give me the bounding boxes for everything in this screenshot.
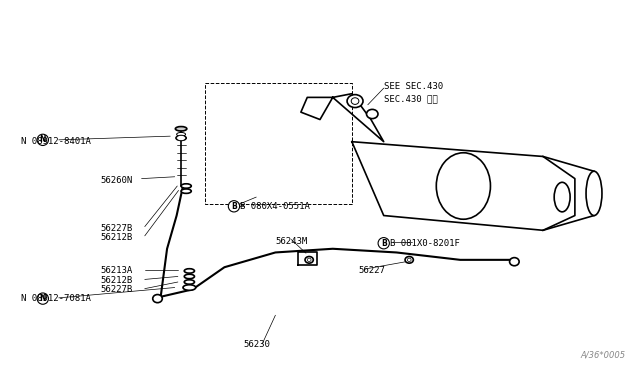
Ellipse shape bbox=[153, 295, 163, 303]
Text: N 08912-7081A: N 08912-7081A bbox=[20, 294, 90, 303]
Ellipse shape bbox=[407, 258, 411, 262]
Text: N 08912-8401A: N 08912-8401A bbox=[20, 137, 90, 146]
Ellipse shape bbox=[509, 258, 519, 266]
Ellipse shape bbox=[347, 94, 363, 108]
Text: N: N bbox=[40, 294, 46, 303]
Ellipse shape bbox=[554, 182, 570, 212]
Ellipse shape bbox=[351, 98, 359, 105]
Text: 56213A: 56213A bbox=[100, 266, 132, 275]
Text: B: B bbox=[231, 202, 237, 211]
Text: 56260N: 56260N bbox=[100, 176, 132, 185]
Text: 56230: 56230 bbox=[244, 340, 271, 349]
Ellipse shape bbox=[181, 184, 191, 188]
Text: SEE SEC.430: SEE SEC.430 bbox=[384, 82, 443, 91]
Text: 56243M: 56243M bbox=[275, 237, 308, 246]
Ellipse shape bbox=[305, 257, 314, 263]
Text: 56227B: 56227B bbox=[100, 224, 132, 233]
Circle shape bbox=[177, 135, 186, 141]
Ellipse shape bbox=[307, 258, 311, 262]
Ellipse shape bbox=[436, 153, 490, 219]
Text: 56212B: 56212B bbox=[100, 276, 132, 285]
Text: 56227B: 56227B bbox=[100, 285, 132, 294]
Text: N: N bbox=[40, 135, 46, 144]
Text: 56227: 56227 bbox=[358, 266, 385, 275]
Ellipse shape bbox=[184, 269, 195, 273]
Ellipse shape bbox=[184, 274, 195, 279]
Text: B 081X0-8201F: B 081X0-8201F bbox=[390, 239, 460, 248]
Ellipse shape bbox=[586, 171, 602, 215]
Text: B 080X4-0551A: B 080X4-0551A bbox=[241, 202, 310, 211]
Text: A/36*0005: A/36*0005 bbox=[580, 350, 626, 359]
Text: 56212B: 56212B bbox=[100, 233, 132, 242]
Text: B: B bbox=[381, 239, 387, 248]
Text: SEC.430 参照: SEC.430 参照 bbox=[384, 95, 438, 104]
Ellipse shape bbox=[405, 257, 413, 263]
Ellipse shape bbox=[183, 285, 196, 290]
Ellipse shape bbox=[181, 189, 191, 193]
Ellipse shape bbox=[367, 109, 378, 119]
Ellipse shape bbox=[177, 132, 186, 136]
Ellipse shape bbox=[175, 126, 187, 131]
Ellipse shape bbox=[176, 136, 186, 140]
Ellipse shape bbox=[184, 280, 195, 284]
